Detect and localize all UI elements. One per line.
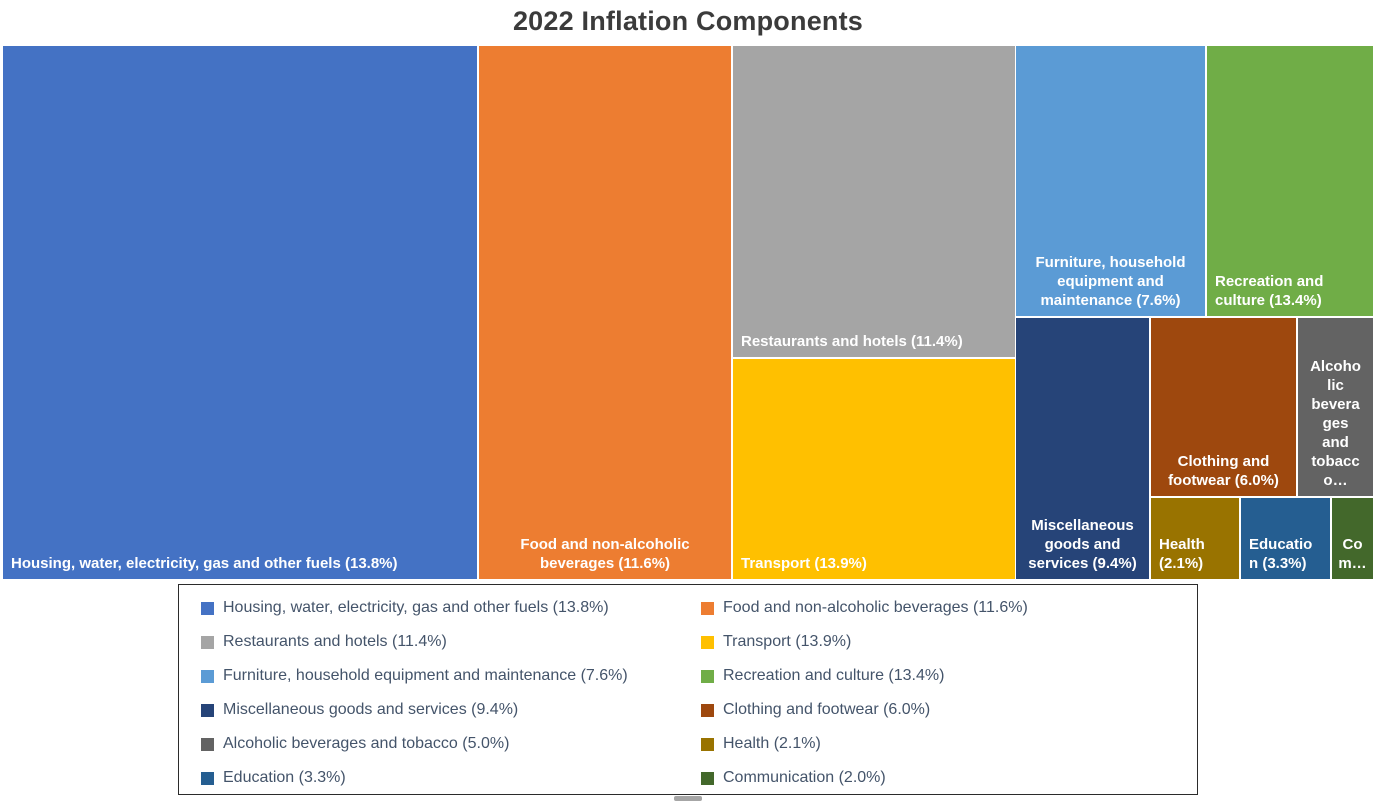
legend-item-housing[interactable]: Housing, water, electricity, gas and oth… [201,599,701,617]
treemap-tile-transport[interactable]: Transport (13.9%) [732,358,1017,580]
treemap-tile-label-restaurants: Restaurants and hotels (11.4%) [741,333,963,350]
legend-item-food[interactable]: Food and non-alcoholic beverages (11.6%) [701,599,1197,617]
legend-swatch-education [201,771,214,785]
legend-swatch-furniture [201,669,214,683]
treemap-tile-miscellaneous[interactable]: Miscellaneous goods and services (9.4%) [1015,317,1150,580]
treemap-tile-communication[interactable]: Co m… [1331,497,1374,580]
legend-swatch-health [701,737,714,751]
legend-label-furniture: Furniture, household equipment and maint… [223,667,628,684]
treemap-tile-label-housing: Housing, water, electricity, gas and oth… [11,555,398,572]
legend-label-recreation: Recreation and culture (13.4%) [723,667,945,684]
treemap-tile-label-furniture: Furniture, household equipment and maint… [1035,254,1186,309]
legend-label-alcoholic: Alcoholic beverages and tobacco (5.0%) [223,735,510,752]
legend-label-education: Education (3.3%) [223,769,346,786]
legend-label-housing: Housing, water, electricity, gas and oth… [223,599,609,616]
treemap: Housing, water, electricity, gas and oth… [2,45,1374,580]
legend-swatch-alcoholic [201,737,214,751]
treemap-tile-furniture[interactable]: Furniture, household equipment and maint… [1015,45,1206,317]
legend-swatch-transport [701,635,714,649]
legend-label-food: Food and non-alcoholic beverages (11.6%) [723,599,1028,616]
chart-title[interactable]: 2022 Inflation Components [512,6,864,36]
treemap-tile-label-education: Educatio n (3.3%) [1249,536,1313,572]
treemap-tile-restaurants[interactable]: Restaurants and hotels (11.4%) [732,45,1017,358]
legend-item-miscellaneous[interactable]: Miscellaneous goods and services (9.4%) [201,701,701,719]
legend[interactable]: Housing, water, electricity, gas and oth… [178,584,1198,795]
treemap-tile-food[interactable]: Food and non-alcoholic beverages (11.6%) [478,45,732,580]
treemap-tile-label-clothing: Clothing and footwear (6.0%) [1168,453,1279,489]
legend-item-transport[interactable]: Transport (13.9%) [701,633,1197,651]
legend-swatch-clothing [701,703,714,717]
treemap-tile-housing[interactable]: Housing, water, electricity, gas and oth… [2,45,478,580]
legend-item-alcoholic[interactable]: Alcoholic beverages and tobacco (5.0%) [201,735,701,753]
treemap-tile-label-health: Health (2.1%) [1159,536,1205,572]
treemap-tile-clothing[interactable]: Clothing and footwear (6.0%) [1150,317,1297,497]
legend-label-transport: Transport (13.9%) [723,633,852,650]
legend-swatch-restaurants [201,635,214,649]
legend-swatch-food [701,601,714,615]
treemap-tile-alcoholic[interactable]: Alcoho lic bevera ges and tobacc o… [1297,317,1374,497]
treemap-tile-label-recreation: Recreation and culture (13.4%) [1215,273,1324,309]
legend-swatch-recreation [701,669,714,683]
legend-items: Housing, water, electricity, gas and oth… [201,591,1197,795]
treemap-tile-health[interactable]: Health (2.1%) [1150,497,1240,580]
legend-label-miscellaneous: Miscellaneous goods and services (9.4%) [223,701,519,718]
legend-swatch-miscellaneous [201,703,214,717]
legend-label-restaurants: Restaurants and hotels (11.4%) [223,633,447,650]
legend-item-recreation[interactable]: Recreation and culture (13.4%) [701,667,1197,685]
treemap-tile-education[interactable]: Educatio n (3.3%) [1240,497,1331,580]
treemap-tile-label-communication: Co m… [1338,536,1367,572]
chart-resize-handle[interactable] [674,796,702,801]
legend-label-health: Health (2.1%) [723,735,821,752]
legend-item-restaurants[interactable]: Restaurants and hotels (11.4%) [201,633,701,651]
treemap-tile-label-miscellaneous: Miscellaneous goods and services (9.4%) [1028,517,1137,572]
legend-swatch-communication [701,771,714,785]
legend-item-clothing[interactable]: Clothing and footwear (6.0%) [701,701,1197,719]
legend-label-clothing: Clothing and footwear (6.0%) [723,701,931,718]
legend-item-education[interactable]: Education (3.3%) [201,769,701,787]
legend-item-furniture[interactable]: Furniture, household equipment and maint… [201,667,701,685]
legend-item-communication[interactable]: Communication (2.0%) [701,769,1197,787]
legend-swatch-housing [201,601,214,615]
legend-item-health[interactable]: Health (2.1%) [701,735,1197,753]
legend-label-communication: Communication (2.0%) [723,769,886,786]
treemap-tile-label-alcoholic: Alcoho lic bevera ges and tobacc o… [1310,358,1361,489]
treemap-tile-recreation[interactable]: Recreation and culture (13.4%) [1206,45,1374,317]
treemap-tile-label-food: Food and non-alcoholic beverages (11.6%) [520,536,690,572]
treemap-tile-label-transport: Transport (13.9%) [741,555,867,572]
